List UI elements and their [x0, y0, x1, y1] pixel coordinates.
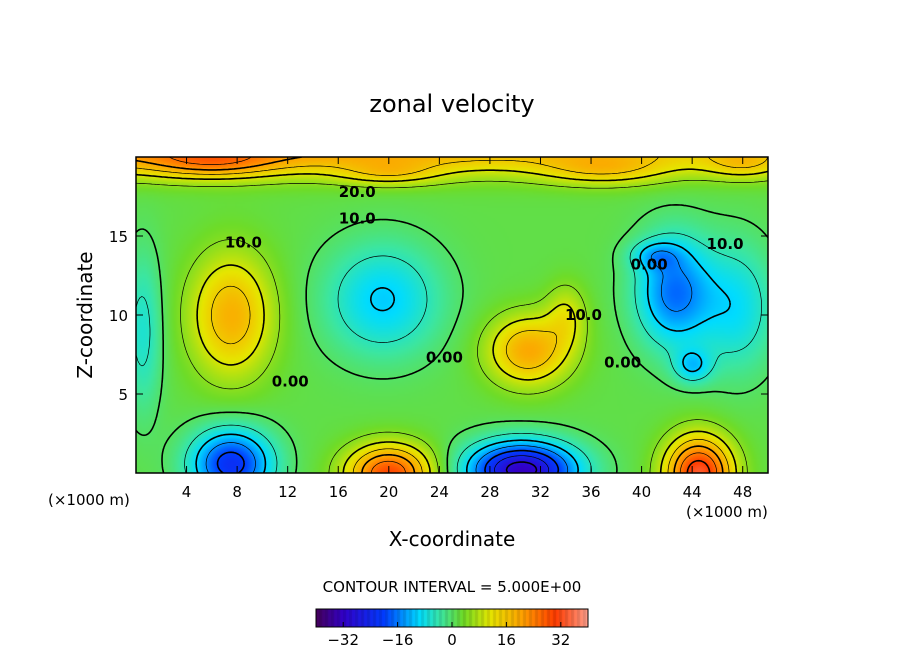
velocity-field [136, 157, 768, 473]
colorbar-tick-label: 32 [551, 631, 570, 649]
contour-line [136, 168, 768, 473]
contour-label: 10.0 [565, 306, 602, 324]
contour-label: 0.00 [272, 372, 309, 390]
y-axis-label: Z-coordinate [73, 251, 97, 378]
x-tick-label: 16 [329, 483, 348, 501]
y-axis-ticks: 5 10 15 [109, 228, 768, 404]
contour-line [136, 157, 724, 473]
contour-line [136, 204, 768, 473]
contour-lines [136, 157, 768, 473]
x-tick-label: 40 [632, 483, 651, 501]
contour-label: 0.00 [426, 349, 463, 367]
x-tick-label: 32 [531, 483, 550, 501]
colorbar-tick-label: 0 [447, 631, 457, 649]
x-units-right: (×1000 m) [686, 503, 768, 521]
contour-label: 20.0 [339, 183, 376, 201]
y-tick-label: 15 [109, 228, 128, 246]
x-axis-label: X-coordinate [389, 527, 516, 551]
y-tick-label: 10 [109, 307, 128, 325]
colorbar-tick-label: −16 [382, 631, 414, 649]
contour-line [195, 242, 731, 473]
x-axis-ticks: 4 8 12 16 20 24 28 32 36 40 44 48 [182, 157, 752, 501]
contour-line [136, 157, 768, 473]
colorbar-tick-label: 16 [497, 631, 516, 649]
contour-label: 10.0 [225, 233, 262, 251]
contour-line [505, 461, 538, 473]
x-tick-label: 4 [182, 483, 192, 501]
contour-line [136, 179, 768, 473]
contour-line [494, 455, 549, 473]
colorbar-gradient [316, 609, 588, 627]
contour-line [216, 449, 560, 473]
contour-labels: 20.0 10.0 10.0 0.00 0.00 10.0 0.00 0.00 10.0 [225, 183, 744, 391]
contour-line [136, 232, 762, 473]
x-tick-label: 28 [480, 483, 499, 501]
y-tick-label: 5 [118, 386, 128, 404]
colorbar-tick-label: −32 [327, 631, 359, 649]
x-tick-label: 20 [379, 483, 398, 501]
x-tick-label: 36 [581, 483, 600, 501]
contour-label: 0.00 [631, 255, 668, 273]
x-tick-label: 12 [278, 483, 297, 501]
contour-line [686, 459, 711, 473]
contour-label: 10.0 [339, 210, 376, 228]
x-units-left: (×1000 m) [48, 491, 130, 509]
plot-area [136, 157, 768, 473]
x-tick-label: 24 [430, 483, 449, 501]
colorbar-ticks: −32 −16 0 16 32 [327, 622, 570, 649]
contour-label: 0.00 [604, 353, 641, 371]
contour-interval-note: CONTOUR INTERVAL = 5.000E+00 [323, 578, 582, 596]
x-tick-label: 44 [683, 483, 702, 501]
contour-line [205, 250, 693, 473]
chart-title: zonal velocity [369, 90, 534, 118]
x-tick-label: 8 [232, 483, 242, 501]
contour-label: 10.0 [707, 235, 744, 253]
x-tick-label: 48 [733, 483, 752, 501]
colorbar: −32 −16 0 16 32 [315, 608, 589, 649]
